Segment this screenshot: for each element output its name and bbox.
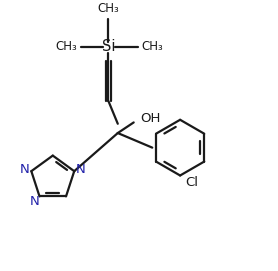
Text: CH₃: CH₃ bbox=[55, 40, 77, 53]
Text: CH₃: CH₃ bbox=[142, 40, 163, 53]
Text: N: N bbox=[76, 163, 86, 176]
Text: Si: Si bbox=[102, 39, 115, 54]
Text: N: N bbox=[20, 163, 29, 176]
Text: CH₃: CH₃ bbox=[98, 2, 119, 15]
Text: N: N bbox=[29, 195, 39, 208]
Text: Cl: Cl bbox=[185, 176, 198, 189]
Text: OH: OH bbox=[140, 112, 161, 125]
